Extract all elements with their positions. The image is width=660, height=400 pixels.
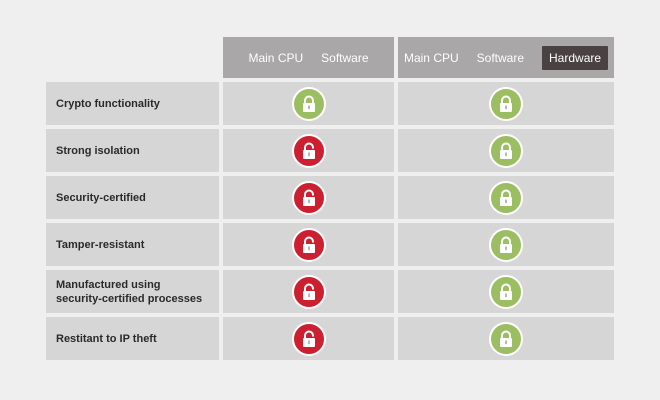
lock-closed-icon	[291, 86, 326, 121]
cell-software	[223, 129, 394, 172]
row-label-text: Security-certified	[56, 191, 146, 204]
row-label-text: Tamper-resistant	[56, 238, 145, 251]
cell-software	[223, 176, 394, 219]
header-main-cpu-label: Main CPU	[248, 50, 304, 65]
cell-hardware	[398, 317, 614, 360]
cell-hardware	[398, 82, 614, 125]
row-label: Restitant to IP theft	[46, 317, 219, 360]
row-label: Security-certified	[46, 176, 219, 219]
cell-hardware	[398, 129, 614, 172]
cell-software	[223, 270, 394, 313]
row-label: Tamper-resistant	[46, 223, 219, 266]
row-label-text: Manufactured using security-certified pr…	[56, 278, 203, 305]
row-label-text: Restitant to IP theft	[56, 332, 157, 345]
row-label: Crypto functionality	[46, 82, 219, 125]
header-main-cpu-label: Main CPU	[403, 50, 459, 65]
cell-software	[223, 317, 394, 360]
header-with-hardware: Main CPU Software Hardware	[398, 37, 614, 78]
lock-open-icon	[291, 321, 326, 356]
lock-closed-icon	[489, 274, 523, 309]
lock-open-icon	[291, 133, 326, 168]
row-label-text: Strong isolation	[56, 144, 140, 157]
row-label: Manufactured using security-certified pr…	[46, 270, 219, 313]
lock-closed-icon	[489, 133, 523, 168]
cell-hardware	[398, 176, 614, 219]
lock-closed-icon	[489, 86, 523, 121]
header-software-only: Main CPU Software	[223, 37, 394, 78]
cell-software	[223, 82, 394, 125]
lock-open-icon	[291, 227, 326, 262]
header-software-label: Software	[476, 50, 525, 65]
lock-closed-icon	[489, 180, 523, 215]
cell-hardware	[398, 223, 614, 266]
lock-closed-icon	[489, 227, 523, 262]
lock-open-icon	[291, 180, 326, 215]
cell-hardware	[398, 270, 614, 313]
lock-closed-icon	[489, 321, 523, 356]
cell-software	[223, 223, 394, 266]
header-hardware-label: Hardware	[542, 45, 609, 70]
header-software-label: Software	[321, 50, 369, 65]
lock-open-icon	[291, 274, 326, 309]
row-label: Strong isolation	[46, 129, 219, 172]
row-label-text: Crypto functionality	[56, 97, 160, 110]
